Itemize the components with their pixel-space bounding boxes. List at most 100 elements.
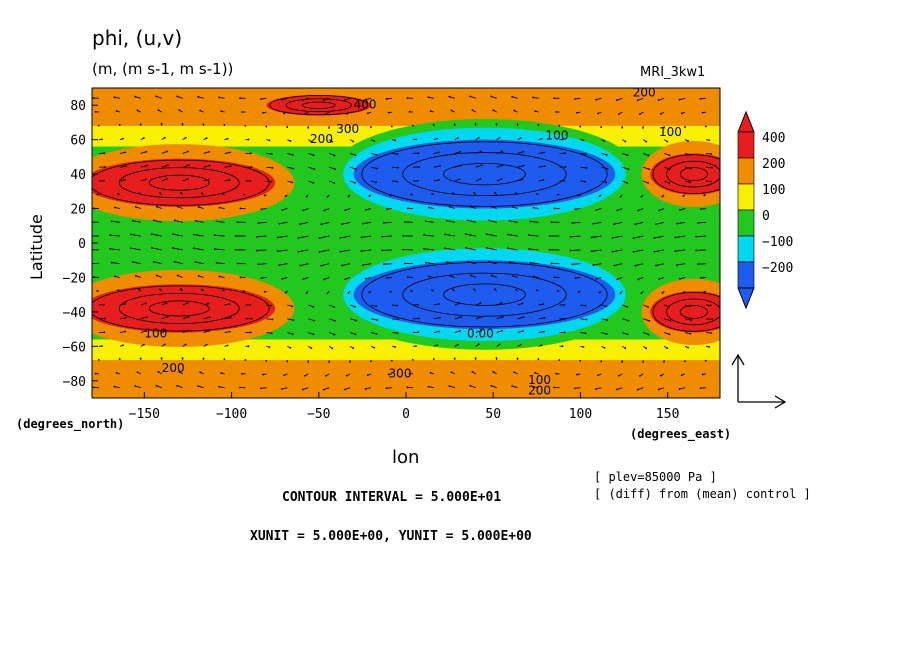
wind-vector-head — [312, 181, 315, 184]
wind-vector-head — [255, 249, 258, 252]
wind-vector-head — [291, 333, 294, 335]
wind-vector-head — [234, 248, 237, 251]
wind-vector-head — [292, 167, 295, 170]
field-blob — [353, 139, 616, 209]
wind-vector-head — [387, 373, 390, 376]
wind-vector-head — [301, 99, 304, 102]
wind-vector-head — [244, 124, 247, 127]
contour-line — [148, 300, 210, 317]
wind-vector-head — [679, 277, 681, 280]
wind-vector-head — [598, 291, 601, 294]
wind-vector — [321, 221, 330, 225]
wind-vector-head — [187, 329, 189, 332]
wind-vector-head — [613, 223, 616, 226]
wind-vector-head — [205, 343, 208, 346]
contour-label: 200 — [528, 384, 551, 398]
wind-vector-head — [312, 305, 315, 308]
wind-vector-head — [535, 289, 538, 292]
wind-vector-head — [444, 247, 446, 250]
wind-vector-head — [402, 248, 405, 251]
wind-vector-head — [360, 250, 363, 253]
wind-vector — [193, 247, 204, 251]
wind-vector-head — [283, 112, 285, 115]
contour-interval: CONTOUR INTERVAL = 5.000E+01 — [282, 490, 501, 505]
wind-vector-head — [616, 278, 619, 281]
wind-vector-head — [511, 274, 514, 277]
contour-line — [443, 283, 526, 306]
wind-vector — [533, 96, 539, 99]
colorbar-label: 0 — [762, 209, 770, 224]
wind-vector-head — [678, 388, 681, 390]
wind-vector — [696, 249, 707, 251]
wind-vector-head — [469, 205, 472, 208]
wind-vector-head — [176, 384, 179, 387]
wind-vector — [340, 235, 351, 239]
wind-vector-head — [323, 278, 326, 281]
wind-vector-head — [130, 233, 132, 236]
wind-vector-head — [469, 384, 472, 387]
wind-vector-head — [606, 167, 609, 170]
wind-vector-head — [118, 123, 121, 126]
contour-label: 300 — [336, 122, 359, 136]
wind-vector-head — [684, 126, 686, 129]
wind-vector-head — [659, 374, 662, 377]
wind-vector-head — [197, 95, 200, 98]
wind-vector — [638, 277, 644, 280]
wind-vector-head — [302, 209, 305, 212]
wind-vector-head — [113, 206, 116, 209]
wind-vector-head — [584, 153, 587, 156]
wind-vector-head — [689, 181, 691, 184]
wind-vector-head — [360, 236, 363, 239]
wind-vector — [696, 235, 707, 238]
wind-vector-head — [165, 178, 168, 180]
wind-vector-head — [160, 357, 163, 360]
wind-vector-head — [242, 193, 245, 196]
wind-vector — [256, 249, 267, 252]
wind-vector-head — [452, 288, 454, 291]
wind-vector — [198, 385, 204, 389]
field-band — [92, 360, 720, 365]
wind-vector-head — [383, 221, 385, 224]
wind-vector-head — [166, 315, 169, 318]
wind-vector-head — [704, 359, 707, 362]
wind-vector — [656, 221, 665, 225]
wind-vector-head — [270, 332, 273, 335]
wind-vector-head — [453, 357, 456, 360]
contour-label: 100 — [528, 373, 551, 387]
y-tick-label: 20 — [70, 203, 86, 218]
wind-vector-head — [558, 124, 561, 127]
wind-vector — [633, 235, 644, 239]
wind-vector-head — [249, 152, 252, 155]
wind-vector — [266, 318, 273, 320]
wind-vector-head — [349, 126, 351, 129]
wind-vector — [658, 387, 665, 390]
contour-line — [402, 152, 567, 197]
wind-vector — [530, 262, 539, 265]
wind-vector-head — [474, 123, 477, 125]
wind-vector-head — [341, 223, 344, 226]
wind-vector-head — [427, 96, 430, 99]
field-blobs — [92, 88, 720, 350]
contour-label: 300 — [389, 366, 412, 380]
wind-vector — [323, 387, 330, 391]
wind-vector — [622, 318, 629, 322]
wind-vector-head — [326, 292, 329, 295]
wind-vector-head — [160, 123, 163, 125]
wind-vector — [572, 263, 581, 265]
wind-vector-head — [605, 181, 608, 184]
wind-vector-head — [310, 140, 313, 143]
contour-line — [92, 159, 270, 206]
wind-vector-head — [344, 278, 347, 281]
wind-vector — [454, 151, 461, 154]
wind-vector-head — [448, 274, 451, 277]
wind-vector-head — [365, 277, 367, 280]
wind-vector — [470, 275, 476, 278]
wind-vector-head — [615, 99, 618, 102]
wind-vector-head — [611, 250, 614, 253]
wind-vector — [470, 95, 476, 99]
wind-vector-head — [250, 317, 253, 320]
wind-vector — [174, 219, 183, 223]
wind-vector-head — [473, 288, 475, 291]
wind-vector-head — [355, 168, 358, 170]
contour-line — [679, 167, 708, 181]
